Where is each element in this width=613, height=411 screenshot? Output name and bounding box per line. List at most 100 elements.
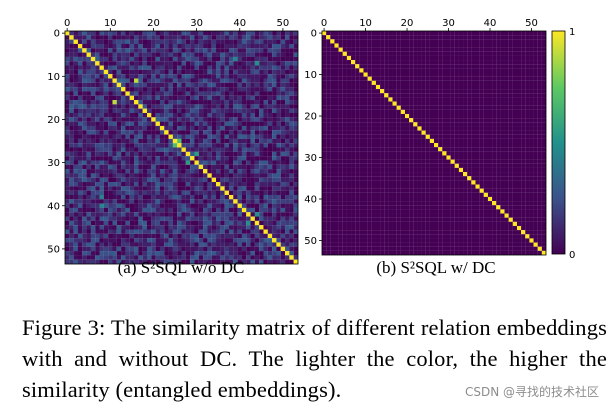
- heatmap-a-cell: [276, 104, 281, 109]
- heatmap-b-cell: [521, 159, 526, 164]
- heatmap-b-cell: [342, 68, 347, 73]
- heatmap-a-cell: [233, 143, 238, 148]
- heatmap-a-cell: [207, 125, 212, 131]
- heatmap-b-cell: [334, 47, 339, 52]
- heatmap-a-cell: [203, 130, 208, 135]
- heatmap-a-cell: [116, 156, 122, 161]
- heatmap-b-cell: [371, 89, 376, 94]
- heatmap-a-cell: [172, 199, 178, 204]
- heatmap-b-cell: [355, 64, 360, 69]
- heatmap-a-cell: [90, 251, 96, 256]
- heatmap-a-cell: [211, 186, 217, 191]
- heatmap-b-cell: [363, 113, 368, 119]
- heatmap-b-cell: [537, 35, 542, 40]
- heatmap-b-cell: [475, 138, 480, 144]
- heatmap-a-cell: [168, 125, 173, 131]
- heatmap-a-cell: [233, 74, 238, 79]
- heatmap-a-cell: [164, 138, 169, 144]
- heatmap-a-cell: [138, 160, 143, 165]
- heatmap-a-cell: [289, 121, 294, 126]
- heatmap-a-cell: [86, 233, 91, 239]
- heatmap-a-cell: [190, 242, 195, 247]
- heatmap-b-cell: [346, 172, 352, 177]
- heatmap-a-cell: [73, 216, 79, 221]
- heatmap-b-cell: [533, 64, 538, 69]
- heatmap-b-cell: [342, 97, 347, 102]
- heatmap-a-cell: [90, 117, 96, 122]
- heatmap-b-cell: [351, 68, 356, 73]
- heatmap-a-cell: [190, 43, 195, 49]
- heatmap-a-cell: [293, 130, 299, 135]
- heatmap-b-cell: [338, 138, 343, 144]
- heatmap-a-cell: [73, 61, 79, 66]
- heatmap-a-cell: [203, 207, 208, 213]
- heatmap-a-cell: [142, 160, 148, 165]
- heatmap-a-cell: [267, 173, 273, 178]
- heatmap-b-cell: [446, 184, 451, 189]
- heatmap-a-cell: [159, 56, 165, 62]
- heatmap-a-cell: [146, 259, 152, 265]
- heatmap-a-cell: [82, 203, 87, 208]
- heatmap-a-cell: [185, 69, 191, 75]
- heatmap-a-cell: [220, 65, 225, 70]
- heatmap-b-cell: [537, 109, 542, 115]
- heatmap-a-cell: [190, 186, 195, 191]
- heatmap-a-cell: [198, 186, 204, 191]
- heatmap-a-cell: [155, 108, 160, 114]
- heatmap-b-cell: [334, 43, 339, 48]
- heatmap-b-cell: [388, 109, 393, 115]
- heatmap-a-cell: [263, 207, 268, 213]
- heatmap-b-cell: [396, 172, 401, 177]
- heatmap-a-cell: [194, 121, 199, 126]
- heatmap-a-cell: [259, 35, 264, 40]
- heatmap-a-cell: [121, 229, 126, 234]
- heatmap-a-cell: [203, 143, 208, 148]
- heatmap-b-cell: [537, 138, 542, 144]
- heatmap-b-cell: [492, 184, 497, 189]
- heatmap-b-cell: [425, 180, 430, 185]
- heatmap-a-cell: [203, 238, 208, 243]
- heatmap-a-cell: [159, 238, 165, 243]
- heatmap-b-cell: [355, 134, 360, 139]
- heatmap-a-cell: [108, 69, 113, 75]
- heatmap-a-cell: [103, 52, 109, 57]
- heatmap-a-cell: [90, 194, 96, 200]
- heatmap-a-cell: [69, 199, 74, 204]
- heatmap-a-cell: [103, 194, 109, 200]
- heatmap-a-cell: [289, 48, 294, 53]
- heatmap-a-cell: [241, 52, 247, 57]
- heatmap-b-cell: [521, 172, 526, 177]
- heatmap-b-cell: [487, 101, 493, 106]
- heatmap-b-cell: [409, 126, 414, 131]
- heatmap-a-cell: [185, 156, 191, 161]
- heatmap-a-cell: [116, 238, 122, 243]
- heatmap-a-cell: [90, 216, 96, 221]
- heatmap-a-cell: [233, 130, 238, 135]
- heatmap-a-cell: [293, 259, 299, 265]
- heatmap-b-cell: [537, 151, 542, 156]
- heatmap-a-cell: [86, 56, 91, 62]
- heatmap-b-cell: [409, 143, 414, 148]
- heatmap-b-cell: [359, 113, 364, 119]
- heatmap-a-cell: [103, 108, 109, 114]
- heatmap-a-cell: [168, 134, 173, 139]
- heatmap-a-cell: [289, 164, 294, 170]
- heatmap-b-cell: [533, 89, 538, 94]
- heatmap-a-cell: [203, 56, 208, 62]
- heatmap-b-cell: [363, 39, 368, 44]
- heatmap-a-cell: [155, 130, 160, 135]
- heatmap-b-cell: [487, 151, 493, 156]
- heatmap-a-cell: [65, 216, 70, 221]
- heatmap-a-cell: [254, 65, 260, 70]
- heatmap-a-frame: [64, 30, 299, 265]
- heatmap-a-cell: [241, 56, 247, 62]
- heatmap-a-cell: [216, 87, 221, 92]
- heatmap-b-cell: [479, 60, 484, 65]
- heatmap-b-cell: [334, 130, 339, 135]
- heatmap-b-cell: [355, 35, 360, 40]
- heatmap-a-cell: [177, 48, 182, 53]
- heatmap-a-cell: [207, 207, 212, 213]
- heatmap-b-cell: [541, 184, 547, 189]
- heatmap-a-cell: [134, 255, 139, 260]
- heatmap-a-cell: [280, 190, 286, 196]
